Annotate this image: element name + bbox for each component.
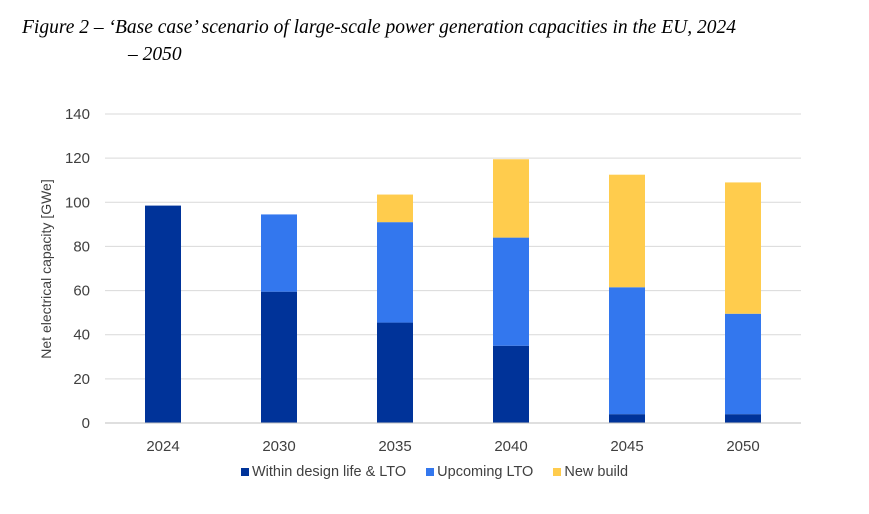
legend-swatch — [426, 468, 435, 476]
bar-segment-2045-series-1 — [609, 414, 645, 423]
bar-segment-2045-series-2 — [609, 287, 645, 415]
y-axis-label: Net electrical capacity [GWe] — [38, 179, 54, 358]
y-tick-label: 40 — [73, 327, 90, 344]
gridlines — [105, 113, 801, 380]
bar-segment-2050-series-2 — [725, 313, 761, 415]
bar-segment-2035-series-1 — [377, 322, 413, 423]
legend-label: Upcoming LTO — [437, 464, 534, 480]
y-tick-label: 100 — [65, 194, 90, 211]
x-tick-labels: 2024 2030 2035 2040 2045 2050 — [146, 438, 759, 455]
y-tick-label: 120 — [65, 150, 90, 167]
x-tick-label: 2045 — [610, 438, 643, 455]
bars — [145, 159, 761, 423]
bar-segment-2024-series-1 — [145, 205, 181, 423]
legend-swatch — [240, 468, 249, 476]
y-tick-label: 140 — [65, 106, 90, 123]
y-tick-label: 80 — [73, 238, 90, 255]
y-tick-label: 60 — [73, 283, 90, 300]
bar-segment-2035-series-2 — [377, 222, 413, 323]
bar-segment-2030-series-1 — [261, 291, 297, 423]
bar-segment-2040-series-2 — [493, 237, 529, 346]
bar-segment-2035-series-3 — [377, 194, 413, 223]
x-tick-label: 2040 — [494, 438, 527, 455]
legend-swatch — [553, 468, 562, 476]
legend: Within design life & LTO Upcoming LTO New … — [0, 464, 869, 480]
bar-segment-2040-series-3 — [493, 159, 529, 238]
legend-item: New build — [553, 464, 628, 480]
y-tick-labels: 0 20 40 60 80 100 120 140 — [65, 106, 90, 432]
bar-segment-2050-series-3 — [725, 182, 761, 314]
bar-segment-2045-series-3 — [609, 174, 645, 288]
x-tick-label: 2035 — [378, 438, 411, 455]
legend-label: Within design life & LTO — [251, 464, 407, 480]
x-tick-label: 2050 — [726, 438, 759, 455]
bar-segment-2040-series-1 — [493, 345, 529, 423]
legend-item: Upcoming LTO — [426, 464, 533, 480]
y-tick-label: 0 — [82, 415, 90, 432]
x-tick-label: 2024 — [146, 438, 179, 455]
figure-title: Figure 2 – ‘Base case’ scenario of large… — [22, 14, 857, 68]
legend-label: New build — [564, 464, 629, 480]
y-tick-label: 20 — [73, 371, 90, 388]
bar-segment-2050-series-1 — [725, 414, 761, 423]
x-tick-label: 2030 — [262, 438, 295, 455]
bar-segment-2030-series-2 — [261, 214, 297, 292]
figure-title-line-1: Figure 2 – ‘Base case’ scenario of large… — [22, 17, 736, 38]
legend-item: Within design life & LTO — [240, 464, 407, 480]
figure-title-line-2: – 2050 — [128, 44, 182, 65]
